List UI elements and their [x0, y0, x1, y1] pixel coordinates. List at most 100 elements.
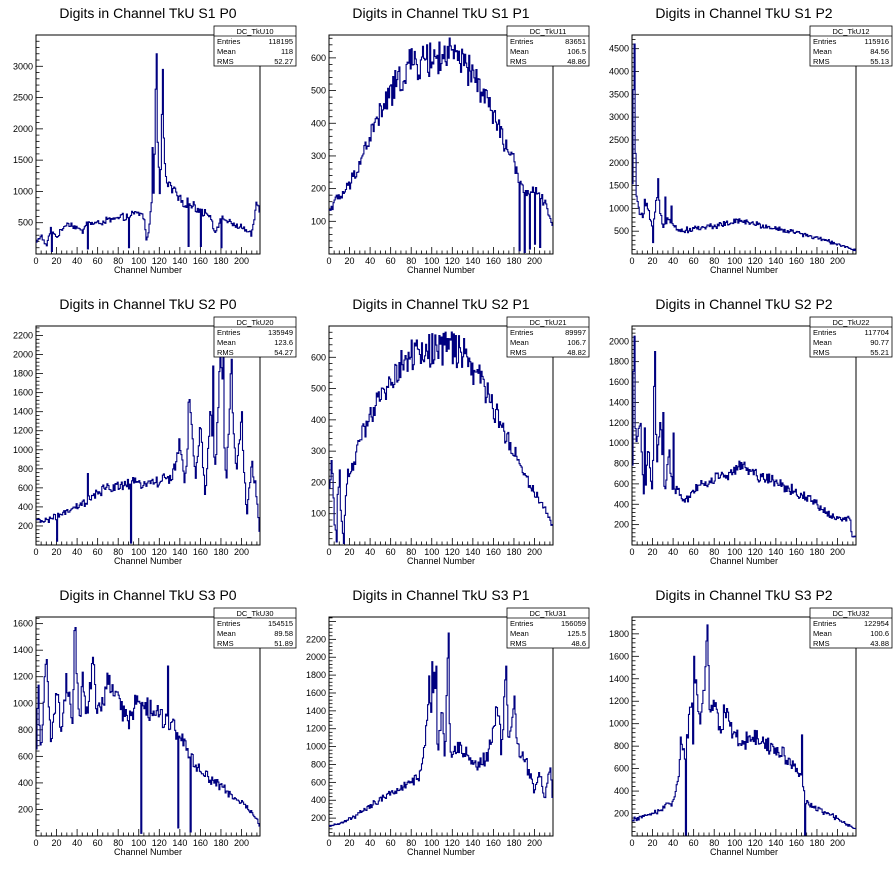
stats-box-name: DC_TkU22 — [832, 318, 869, 327]
x-tick-label: 180 — [506, 838, 521, 848]
stats-box-value: 90.77 — [870, 338, 889, 347]
x-tick-label: 80 — [113, 547, 123, 557]
x-tick-label: 20 — [648, 256, 658, 266]
x-tick-label: 0 — [326, 547, 331, 557]
stats-box-value: 123.6 — [274, 338, 293, 347]
y-tick-label: 1000 — [13, 445, 33, 455]
x-tick-label: 160 — [193, 838, 208, 848]
x-tick-label: 20 — [52, 256, 62, 266]
stats-box-key: RMS — [510, 639, 527, 648]
y-tick-label: 1000 — [609, 719, 629, 729]
stats-box-key: Mean — [813, 338, 832, 347]
stats-box-value: 43.88 — [870, 639, 889, 648]
stats-box-value: 156059 — [561, 619, 586, 628]
stats-box-value: 83651 — [565, 37, 586, 46]
stats-box-frame — [213, 25, 297, 67]
y-tick-label: 500 — [311, 384, 326, 394]
y-tick-label: 1600 — [609, 651, 629, 661]
x-tick-label: 80 — [113, 838, 123, 848]
x-tick-label: 0 — [33, 547, 38, 557]
x-tick-label: 120 — [445, 547, 460, 557]
y-tick-label: 1400 — [306, 706, 326, 716]
stats-box-value: 55.21 — [870, 348, 889, 357]
x-tick-label: 180 — [213, 547, 228, 557]
stats-box-key: Mean — [510, 338, 529, 347]
y-tick-label: 400 — [311, 118, 326, 128]
stats-box-key: RMS — [510, 348, 527, 357]
x-tick-label: 80 — [113, 256, 123, 266]
x-tick-label: 140 — [172, 547, 187, 557]
x-tick-label: 60 — [93, 547, 103, 557]
x-tick-label: 140 — [768, 256, 783, 266]
stats-box-value: 118 — [281, 47, 293, 56]
x-tick-label: 40 — [365, 547, 375, 557]
x-tick-label: 80 — [406, 838, 416, 848]
x-tick-label: 40 — [72, 547, 82, 557]
x-tick-label: 200 — [527, 547, 542, 557]
x-tick-label: 40 — [668, 838, 678, 848]
y-tick-label: 600 — [614, 479, 629, 489]
x-tick-label: 0 — [33, 256, 38, 266]
y-tick-label: 200 — [614, 520, 629, 530]
stats-box-value: 118195 — [269, 37, 293, 46]
y-tick-label: 200 — [311, 184, 326, 194]
x-tick-label: 20 — [345, 547, 355, 557]
stats-box-name: DC_TkU10 — [236, 27, 273, 36]
x-tick-label: 200 — [234, 256, 249, 266]
stats-box-key: RMS — [813, 57, 830, 66]
stats-box-value: 106.7 — [567, 338, 586, 347]
stats-box-key: Entries — [813, 37, 837, 46]
stats-box-key: Entries — [510, 37, 534, 46]
y-tick-label: 500 — [311, 86, 326, 96]
x-axis-label: Channel Number — [710, 847, 778, 857]
x-tick-label: 120 — [748, 838, 763, 848]
stats-box-value: 117704 — [865, 328, 889, 337]
stats-box-frame — [506, 25, 590, 67]
y-tick-label: 1500 — [13, 155, 33, 165]
x-tick-label: 60 — [386, 256, 396, 266]
stats-box-name: DC_TkU30 — [236, 609, 273, 618]
stats-box-key: Mean — [813, 629, 832, 638]
y-tick-label: 600 — [18, 751, 33, 761]
y-tick-label: 800 — [18, 464, 33, 474]
y-tick-label: 1000 — [13, 698, 33, 708]
y-tick-label: 2500 — [609, 135, 629, 145]
y-tick-label: 200 — [311, 813, 326, 823]
y-tick-label: 1200 — [306, 724, 326, 734]
stats-box-name: DC_TkU21 — [529, 318, 566, 327]
y-tick-label: 400 — [614, 499, 629, 509]
y-tick-label: 1400 — [13, 407, 33, 417]
x-tick-label: 20 — [345, 256, 355, 266]
y-tick-label: 800 — [614, 741, 629, 751]
panel-title: Digits in Channel TkU S1 P2 — [655, 5, 832, 21]
x-tick-label: 20 — [52, 547, 62, 557]
x-tick-label: 80 — [709, 256, 719, 266]
x-tick-label: 120 — [152, 547, 167, 557]
x-tick-label: 120 — [748, 547, 763, 557]
histogram-line — [36, 53, 260, 253]
y-tick-label: 1400 — [609, 397, 629, 407]
y-tick-label: 600 — [18, 483, 33, 493]
y-tick-label: 100 — [311, 216, 326, 226]
y-tick-label: 500 — [18, 218, 33, 228]
stats-box-name: DC_TkU11 — [530, 27, 567, 36]
x-tick-label: 200 — [234, 547, 249, 557]
stats-box-frame — [809, 607, 893, 649]
x-tick-label: 40 — [365, 256, 375, 266]
y-tick-label: 1800 — [609, 629, 629, 639]
stats-box-frame — [213, 607, 297, 649]
x-tick-label: 120 — [748, 256, 763, 266]
histogram-panel: Digits in Channel TkU S1 P0 0 20 40 60 80 100 1… — [13, 5, 297, 275]
stats-box-key: Mean — [510, 629, 529, 638]
panel-title: Digits in Channel TkU S2 P2 — [655, 296, 832, 312]
y-tick-label: 2000 — [609, 158, 629, 168]
x-tick-label: 180 — [213, 838, 228, 848]
plot-frame — [328, 616, 554, 837]
x-tick-label: 20 — [648, 547, 658, 557]
x-tick-label: 180 — [506, 547, 521, 557]
x-tick-label: 180 — [213, 256, 228, 266]
x-tick-label: 0 — [629, 256, 634, 266]
